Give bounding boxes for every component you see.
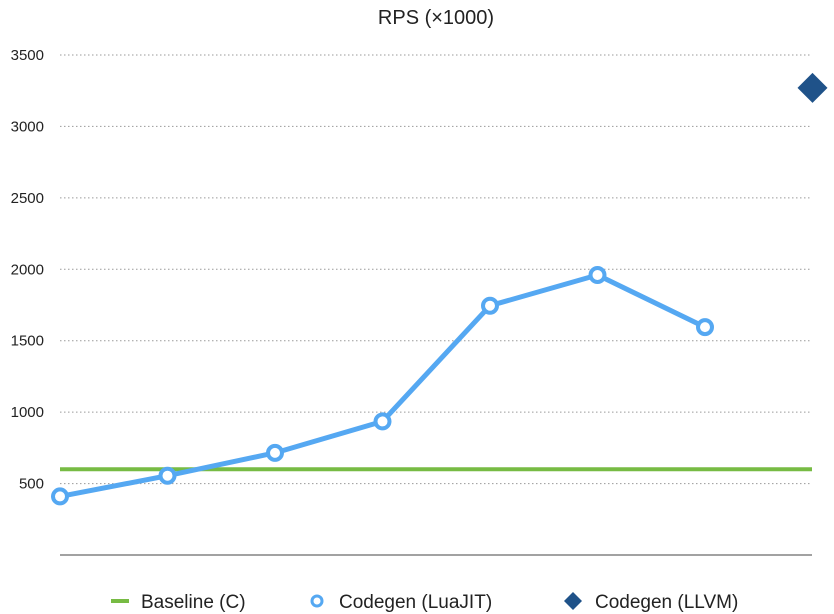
series-layer [51,72,828,506]
legend-swatch-luajit [310,594,324,608]
y-tick-label-500: 500 [19,476,44,493]
luajit-point-4 [373,412,392,431]
y-tick-label-2000: 2000 [11,261,44,278]
legend-label-baseline: Baseline (C) [141,592,246,613]
y-tick-label-1500: 1500 [11,333,44,350]
gridlines [60,54,812,485]
legend-item-luajit: Codegen (LuaJIT) [310,592,492,613]
luajit-point-1 [51,487,69,506]
luajit-point-2 [158,466,177,485]
luajit-point-3 [266,443,284,462]
chart-title: RPS (×1000) [378,7,494,29]
y-tick-label-3000: 3000 [11,118,44,135]
llvm-point-8 [797,72,828,103]
luajit-series-line [57,272,708,499]
y-tick-label-2500: 2500 [11,190,44,207]
luajit-point-5 [481,296,499,315]
legend: Baseline (C) Codegen (LuaJIT) Codegen (L… [111,592,738,613]
legend-label-luajit: Codegen (LuaJIT) [339,592,492,613]
legend-item-baseline: Baseline (C) [111,592,246,613]
y-tick-label-3500: 3500 [11,47,44,64]
y-axis-ticks: 500 1000 1500 2000 2500 3000 3500 [11,47,44,493]
y-tick-label-1000: 1000 [11,404,44,421]
legend-item-llvm: Codegen (LLVM) [564,592,738,613]
legend-swatch-llvm [564,592,582,610]
legend-label-llvm: Codegen (LLVM) [595,592,738,613]
luajit-point-7 [696,318,714,337]
luajit-point-6 [588,266,607,284]
